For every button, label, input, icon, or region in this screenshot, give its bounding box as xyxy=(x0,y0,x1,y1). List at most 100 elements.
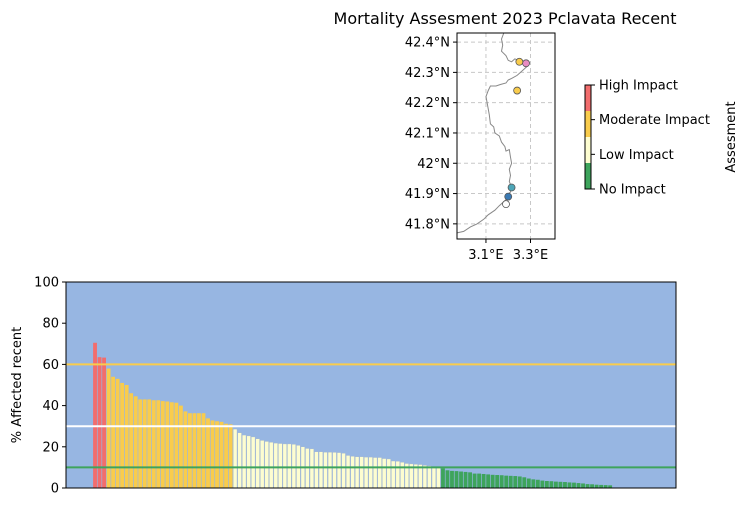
colorbar-segment xyxy=(585,163,591,189)
bar-yticks: 0 20 40 60 80 100 xyxy=(34,276,66,497)
bar-ytick-label: 100 xyxy=(34,276,59,291)
map-panel: 41.8°N 41.9°N 42°N 42.1°N 42.2°N 42.3°N 42.4°N… xyxy=(405,32,556,263)
bar xyxy=(215,421,219,488)
bar xyxy=(197,413,201,488)
site-point xyxy=(515,57,524,66)
site-point xyxy=(507,183,516,192)
colorbar-tick-label: Moderate Impact xyxy=(599,113,710,128)
bar xyxy=(201,413,206,488)
bar xyxy=(472,473,477,488)
map-points xyxy=(502,57,530,209)
bar-ytick-label: 20 xyxy=(42,440,59,455)
bar xyxy=(454,471,459,488)
bar xyxy=(431,466,437,489)
bar xyxy=(576,483,581,488)
bar xyxy=(549,481,554,488)
bar xyxy=(242,434,247,489)
bar xyxy=(599,484,604,488)
bar xyxy=(282,443,287,489)
bar xyxy=(309,448,315,489)
bar xyxy=(314,451,319,489)
bar xyxy=(459,471,463,488)
colorbar: No Impact Low Impact Moderate Impact High I… xyxy=(584,79,739,198)
bar xyxy=(377,457,382,489)
bar xyxy=(563,482,567,488)
bar xyxy=(495,475,500,488)
site-point xyxy=(504,192,513,201)
map-ytick-label: 42.2°N xyxy=(405,96,450,111)
bar-ytick-label: 0 xyxy=(51,482,59,497)
bar xyxy=(192,413,197,488)
bar xyxy=(323,451,328,489)
bar xyxy=(255,438,260,489)
bar xyxy=(273,442,278,489)
map-frame xyxy=(456,32,556,240)
map-ytick-label: 41.8°N xyxy=(405,217,450,232)
bar xyxy=(499,475,504,488)
bar xyxy=(151,400,156,488)
map-frame-bg xyxy=(457,33,555,239)
bar xyxy=(468,472,472,488)
map-xtick-label: 3.3°E xyxy=(513,248,548,263)
bar-ytick-label: 40 xyxy=(42,399,59,414)
bar xyxy=(544,481,549,488)
bar-panel: 0 20 40 60 80 100 % Affected recent xyxy=(10,276,677,497)
bar xyxy=(336,452,342,489)
map-title: Mortality Assesment 2023 Pclavata Recent xyxy=(334,9,677,28)
bar xyxy=(540,480,545,488)
bar-ytick-label: 60 xyxy=(42,358,59,373)
bar xyxy=(237,432,242,489)
site-point xyxy=(513,86,522,95)
bar xyxy=(287,443,292,489)
colorbar-tick-label: High Impact xyxy=(599,79,678,94)
bar xyxy=(120,382,125,488)
bar xyxy=(106,368,111,488)
bar xyxy=(97,357,102,488)
bar xyxy=(531,479,536,488)
bar xyxy=(608,485,613,488)
colorbar-frame xyxy=(584,84,592,190)
bar xyxy=(517,476,522,488)
bar xyxy=(567,482,572,488)
bar xyxy=(124,385,129,488)
bar xyxy=(345,455,351,489)
bar xyxy=(554,481,558,488)
bar xyxy=(260,440,265,489)
bar xyxy=(291,444,296,489)
bar xyxy=(590,484,594,488)
bar xyxy=(436,467,441,489)
bar xyxy=(400,462,405,489)
bar xyxy=(147,399,152,488)
bar xyxy=(581,483,585,488)
bar xyxy=(169,402,174,488)
bar xyxy=(486,474,491,488)
bar xyxy=(359,456,364,489)
bar xyxy=(603,485,608,488)
bar xyxy=(318,451,324,489)
bar xyxy=(585,484,590,488)
bar xyxy=(93,342,97,488)
colorbar-tick-label: Low Impact xyxy=(599,148,674,163)
bar xyxy=(450,470,454,488)
bar xyxy=(278,443,283,489)
bar xyxy=(535,479,540,488)
bar xyxy=(368,456,373,489)
bar xyxy=(165,401,170,488)
bar xyxy=(594,484,599,488)
bar xyxy=(232,428,238,489)
bar xyxy=(129,393,134,488)
bar xyxy=(115,378,120,488)
bar xyxy=(251,436,256,489)
bar xyxy=(264,441,269,489)
bar xyxy=(156,400,161,488)
bar xyxy=(422,465,427,489)
bar xyxy=(246,435,251,489)
bar xyxy=(490,474,495,488)
bar xyxy=(526,478,531,488)
bar xyxy=(441,468,445,488)
colorbar-segment xyxy=(585,137,591,163)
bar xyxy=(138,399,143,488)
bar xyxy=(341,452,346,489)
map-yticks: 41.8°N 41.9°N 42°N 42.1°N 42.2°N 42.3°N 42.4°N xyxy=(405,36,457,232)
